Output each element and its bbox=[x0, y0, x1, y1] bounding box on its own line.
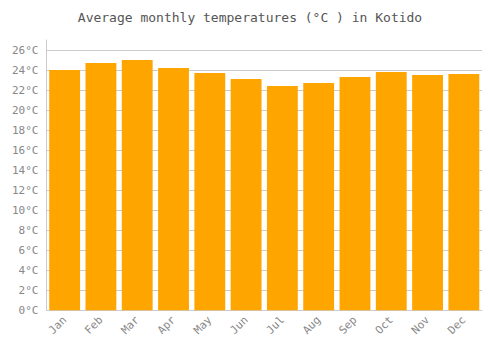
svg-text:Oct: Oct bbox=[373, 314, 396, 337]
svg-text:0°C: 0°C bbox=[19, 304, 39, 317]
svg-text:18°C: 18°C bbox=[12, 124, 39, 137]
svg-text:Feb: Feb bbox=[82, 314, 105, 337]
svg-text:10°C: 10°C bbox=[12, 204, 39, 217]
svg-text:Jun: Jun bbox=[227, 314, 250, 337]
svg-text:Jul: Jul bbox=[264, 314, 287, 337]
svg-text:26°C: 26°C bbox=[12, 44, 39, 57]
svg-text:Dec: Dec bbox=[445, 314, 468, 337]
svg-text:May: May bbox=[191, 313, 214, 336]
svg-text:Average monthly temperatures (: Average monthly temperatures (°C ) in Ko… bbox=[78, 10, 422, 25]
svg-text:22°C: 22°C bbox=[12, 84, 39, 97]
svg-text:8°C: 8°C bbox=[19, 224, 39, 237]
svg-text:4°C: 4°C bbox=[19, 264, 39, 277]
svg-text:Jan: Jan bbox=[46, 314, 69, 337]
svg-text:Aug: Aug bbox=[300, 314, 323, 337]
svg-text:Mar: Mar bbox=[119, 313, 142, 336]
svg-text:16°C: 16°C bbox=[12, 144, 39, 157]
svg-text:Nov: Nov bbox=[409, 313, 432, 336]
svg-text:14°C: 14°C bbox=[12, 164, 39, 177]
svg-text:12°C: 12°C bbox=[12, 184, 39, 197]
svg-text:2°C: 2°C bbox=[19, 284, 39, 297]
svg-text:6°C: 6°C bbox=[19, 244, 39, 257]
svg-text:20°C: 20°C bbox=[12, 104, 39, 117]
svg-text:Apr: Apr bbox=[155, 313, 178, 336]
svg-text:24°C: 24°C bbox=[12, 64, 39, 77]
svg-text:Sep: Sep bbox=[336, 314, 359, 337]
